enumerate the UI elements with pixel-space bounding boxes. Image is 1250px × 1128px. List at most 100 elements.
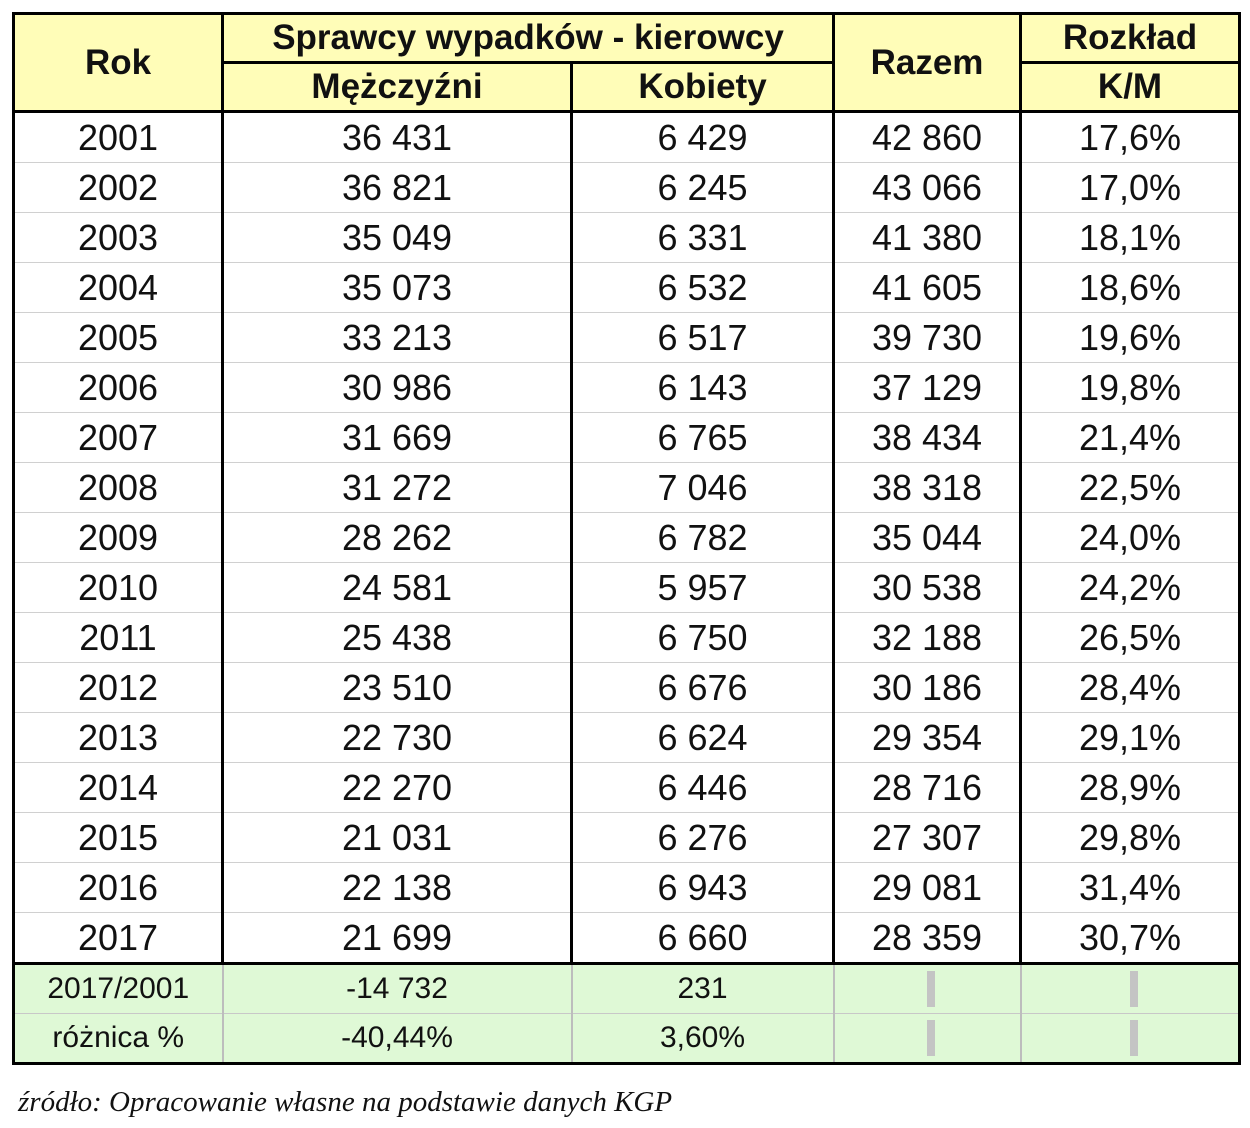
table-row: 2003 35 049 6 331 41 380 18,1%: [12, 212, 1241, 263]
year-cell: 2009: [12, 512, 224, 563]
share-cell: 22,5%: [1019, 462, 1241, 513]
share-cell: 17,0%: [1019, 162, 1241, 213]
year-cell: 2016: [12, 862, 224, 913]
table-row: 2014 22 270 6 446 28 716 28,9%: [12, 762, 1241, 813]
men-cell: 22 270: [221, 762, 573, 813]
men-cell: 24 581: [221, 562, 573, 613]
share-cell: 24,2%: [1019, 562, 1241, 613]
table-row: 2017 21 699 6 660 28 359 30,7%: [12, 912, 1241, 965]
summary-row: 2017/2001 -14 732 231: [12, 963, 1241, 1014]
women-cell: 6 245: [570, 162, 835, 213]
summary-share-empty-cell: [1019, 1013, 1241, 1065]
year-cell: 2012: [12, 662, 224, 713]
women-cell: 6 276: [570, 812, 835, 863]
total-cell: 29 081: [832, 862, 1022, 913]
men-cell: 31 669: [221, 412, 573, 463]
cell-marker: [1129, 971, 1138, 1007]
total-cell: 41 380: [832, 212, 1022, 263]
share-cell: 28,9%: [1019, 762, 1241, 813]
total-cell: 38 434: [832, 412, 1022, 463]
source-note: źródło: Opracowanie własne na podstawie …: [18, 1086, 673, 1118]
share-cell: 17,6%: [1019, 111, 1241, 163]
table-body-years: 2001 36 431 6 429 42 860 17,6% 2002 36 821 6 24…: [12, 111, 1241, 965]
cell-marker: [927, 1020, 935, 1056]
men-cell: 22 730: [221, 712, 573, 763]
cell-marker: [927, 971, 935, 1007]
men-cell: 30 986: [221, 362, 573, 413]
share-cell: 29,1%: [1019, 712, 1241, 763]
total-cell: 39 730: [832, 312, 1022, 363]
total-cell: 30 186: [832, 662, 1022, 713]
table-row: 2015 21 031 6 276 27 307 29,8%: [12, 812, 1241, 863]
header-women: Kobiety: [570, 61, 835, 113]
men-cell: 35 049: [221, 212, 573, 263]
total-cell: 35 044: [832, 512, 1022, 563]
women-cell: 6 624: [570, 712, 835, 763]
share-cell: 29,8%: [1019, 812, 1241, 863]
men-cell: 36 821: [221, 162, 573, 213]
share-cell: 18,6%: [1019, 262, 1241, 313]
share-cell: 21,4%: [1019, 412, 1241, 463]
header-year: Rok: [12, 12, 224, 113]
summary-share-empty-cell: [1019, 963, 1241, 1014]
men-cell: 36 431: [221, 111, 573, 163]
men-cell: 21 699: [221, 912, 573, 965]
accident-table-container: Rok Sprawcy wypadków - kierowcy Razem Ro…: [12, 12, 1241, 1065]
women-cell: 6 782: [570, 512, 835, 563]
table-row: 2007 31 669 6 765 38 434 21,4%: [12, 412, 1241, 463]
share-cell: 30,7%: [1019, 912, 1241, 965]
header-total: Razem: [832, 12, 1022, 113]
year-cell: 2015: [12, 812, 224, 863]
year-cell: 2001: [12, 111, 224, 163]
table-row: 2012 23 510 6 676 30 186 28,4%: [12, 662, 1241, 713]
men-cell: 21 031: [221, 812, 573, 863]
year-cell: 2006: [12, 362, 224, 413]
share-cell: 19,6%: [1019, 312, 1241, 363]
summary-total-empty-cell: [832, 1013, 1022, 1065]
year-cell: 2007: [12, 412, 224, 463]
year-cell: 2008: [12, 462, 224, 513]
summary-women-cell: 3,60%: [570, 1013, 835, 1065]
share-cell: 31,4%: [1019, 862, 1241, 913]
summary-men-cell: -40,44%: [221, 1013, 573, 1065]
table-body-summary: 2017/2001 -14 732 231 różnica % -40,44% 3,60%: [12, 963, 1241, 1065]
header-share-line2: K/M: [1019, 61, 1241, 113]
table-row: 2005 33 213 6 517 39 730 19,6%: [12, 312, 1241, 363]
men-cell: 33 213: [221, 312, 573, 363]
table-row: 2009 28 262 6 782 35 044 24,0%: [12, 512, 1241, 563]
total-cell: 30 538: [832, 562, 1022, 613]
summary-label-cell: 2017/2001: [12, 963, 224, 1014]
share-cell: 18,1%: [1019, 212, 1241, 263]
total-cell: 42 860: [832, 111, 1022, 163]
summary-women-cell: 231: [570, 963, 835, 1014]
table-row: 2004 35 073 6 532 41 605 18,6%: [12, 262, 1241, 313]
women-cell: 6 676: [570, 662, 835, 713]
men-cell: 28 262: [221, 512, 573, 563]
total-cell: 27 307: [832, 812, 1022, 863]
summary-label-cell: różnica %: [12, 1013, 224, 1065]
header-share-line1: Rozkład: [1019, 12, 1241, 64]
year-cell: 2010: [12, 562, 224, 613]
table-row: 2001 36 431 6 429 42 860 17,6%: [12, 111, 1241, 163]
men-cell: 35 073: [221, 262, 573, 313]
year-cell: 2017: [12, 912, 224, 965]
year-cell: 2002: [12, 162, 224, 213]
women-cell: 6 331: [570, 212, 835, 263]
women-cell: 6 750: [570, 612, 835, 663]
women-cell: 6 943: [570, 862, 835, 913]
summary-total-empty-cell: [832, 963, 1022, 1014]
men-cell: 25 438: [221, 612, 573, 663]
year-cell: 2014: [12, 762, 224, 813]
header-group-drivers: Sprawcy wypadków - kierowcy: [221, 12, 835, 64]
total-cell: 29 354: [832, 712, 1022, 763]
table-row: 2008 31 272 7 046 38 318 22,5%: [12, 462, 1241, 513]
table-row: 2016 22 138 6 943 29 081 31,4%: [12, 862, 1241, 913]
share-cell: 24,0%: [1019, 512, 1241, 563]
women-cell: 5 957: [570, 562, 835, 613]
share-cell: 28,4%: [1019, 662, 1241, 713]
share-cell: 19,8%: [1019, 362, 1241, 413]
total-cell: 43 066: [832, 162, 1022, 213]
year-cell: 2005: [12, 312, 224, 363]
women-cell: 6 660: [570, 912, 835, 965]
women-cell: 6 532: [570, 262, 835, 313]
